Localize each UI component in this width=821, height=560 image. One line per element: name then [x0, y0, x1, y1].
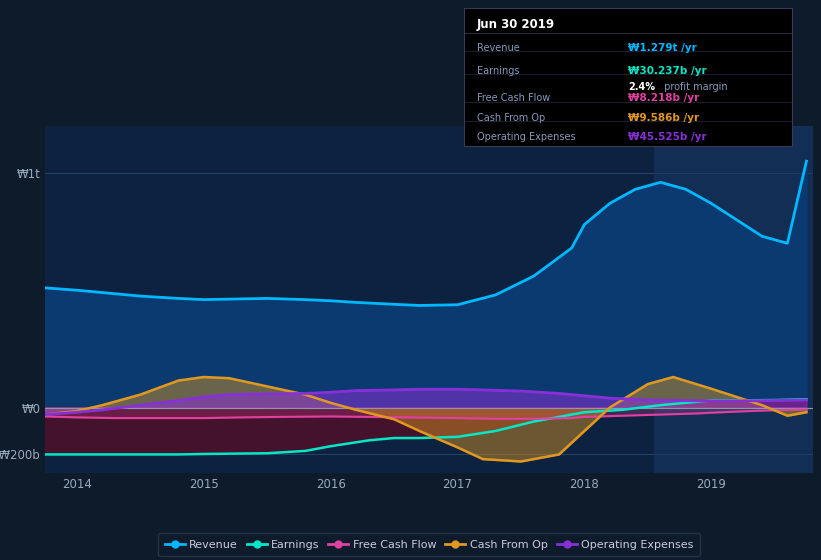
Text: ₩9.586b /yr: ₩9.586b /yr	[628, 113, 699, 123]
Text: profit margin: profit margin	[661, 82, 727, 92]
Text: Revenue: Revenue	[477, 43, 520, 53]
Text: Free Cash Flow: Free Cash Flow	[477, 94, 550, 104]
Text: ₩8.218b /yr: ₩8.218b /yr	[628, 94, 699, 104]
Text: Cash From Op: Cash From Op	[477, 113, 545, 123]
Text: Operating Expenses: Operating Expenses	[477, 132, 576, 142]
Text: ₩1.279t /yr: ₩1.279t /yr	[628, 43, 697, 53]
Legend: Revenue, Earnings, Free Cash Flow, Cash From Op, Operating Expenses: Revenue, Earnings, Free Cash Flow, Cash …	[158, 533, 700, 556]
Text: Earnings: Earnings	[477, 66, 520, 76]
Text: 2.4%: 2.4%	[628, 82, 655, 92]
Bar	[654, 126, 813, 473]
Text: ₩30.237b /yr: ₩30.237b /yr	[628, 66, 707, 76]
Text: ₩45.525b /yr: ₩45.525b /yr	[628, 132, 707, 142]
Text: Jun 30 2019: Jun 30 2019	[477, 18, 555, 31]
